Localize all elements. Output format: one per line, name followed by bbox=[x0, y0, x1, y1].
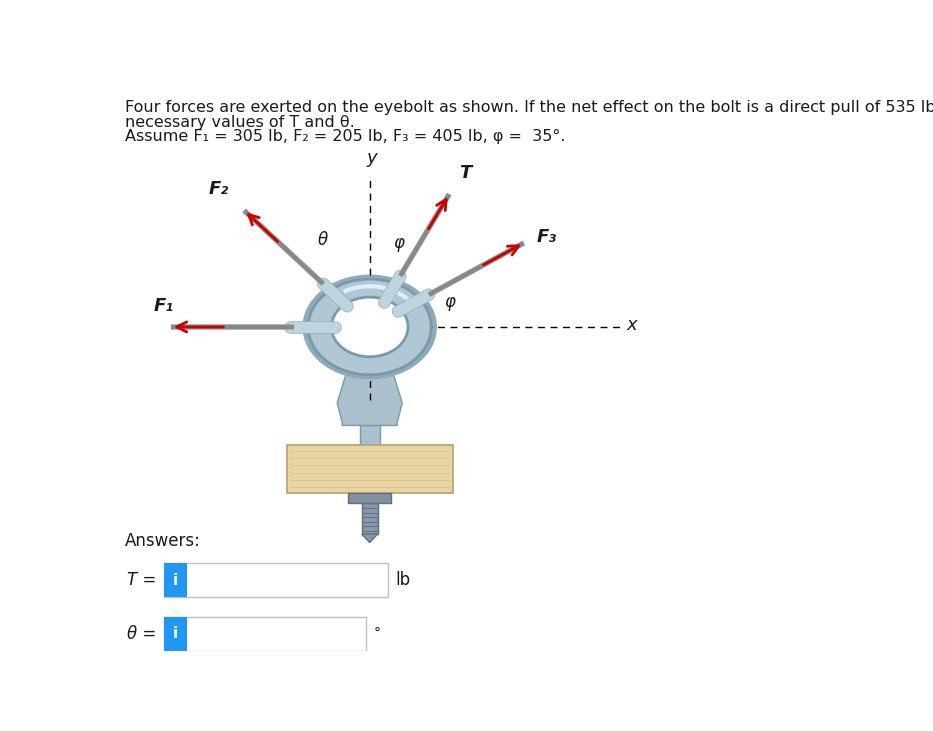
Circle shape bbox=[308, 279, 431, 375]
Circle shape bbox=[331, 297, 408, 357]
Text: θ: θ bbox=[317, 231, 327, 249]
Text: φ: φ bbox=[393, 233, 404, 251]
FancyBboxPatch shape bbox=[163, 564, 388, 597]
FancyArrowPatch shape bbox=[248, 214, 278, 242]
Text: Four forces are exerted on the eyebolt as shown. If the net effect on the bolt i: Four forces are exerted on the eyebolt a… bbox=[125, 100, 933, 115]
Bar bbox=[348, 493, 392, 503]
Text: lb: lb bbox=[395, 571, 411, 589]
Text: y: y bbox=[367, 148, 377, 167]
Bar bbox=[359, 425, 380, 473]
Bar bbox=[163, 564, 187, 597]
Text: F₂: F₂ bbox=[209, 180, 229, 198]
FancyArrowPatch shape bbox=[176, 322, 223, 332]
FancyBboxPatch shape bbox=[163, 617, 366, 651]
Text: necessary values of T and θ.: necessary values of T and θ. bbox=[125, 115, 355, 129]
Polygon shape bbox=[362, 534, 378, 542]
Text: θ =: θ = bbox=[127, 625, 157, 643]
Text: x: x bbox=[626, 316, 637, 333]
Text: F₁: F₁ bbox=[154, 297, 174, 314]
FancyArrowPatch shape bbox=[483, 246, 519, 265]
Text: i: i bbox=[173, 572, 178, 588]
FancyArrowPatch shape bbox=[428, 200, 446, 229]
Bar bbox=[286, 445, 453, 493]
Text: T =: T = bbox=[127, 571, 157, 589]
Text: Answers:: Answers: bbox=[125, 532, 202, 550]
Text: °: ° bbox=[373, 626, 381, 640]
Bar bbox=[362, 503, 378, 534]
Bar bbox=[163, 617, 187, 651]
Text: φ: φ bbox=[444, 292, 454, 311]
Text: Assume F₁ = 305 lb, F₂ = 205 lb, F₃ = 405 lb, φ =  35°.: Assume F₁ = 305 lb, F₂ = 205 lb, F₃ = 40… bbox=[125, 129, 565, 145]
Circle shape bbox=[302, 275, 437, 379]
Text: i: i bbox=[173, 626, 178, 641]
Text: T: T bbox=[459, 164, 472, 183]
Text: F₃: F₃ bbox=[536, 228, 557, 246]
Polygon shape bbox=[337, 368, 402, 425]
